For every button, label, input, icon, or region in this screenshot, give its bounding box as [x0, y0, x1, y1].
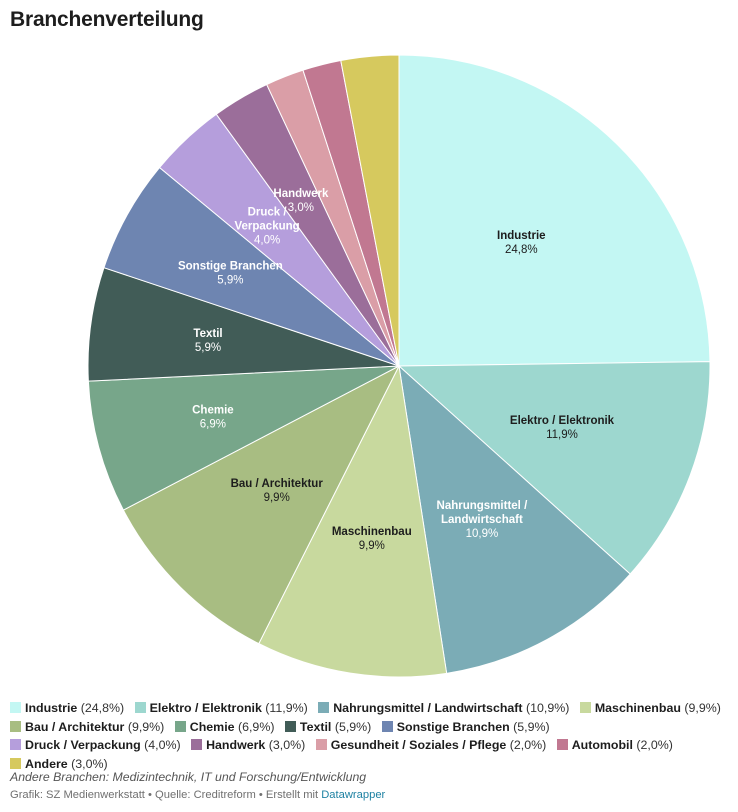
- legend-label: Andere: [25, 756, 68, 771]
- legend-item-gesundheit-soziales-pflege: Gesundheit / Soziales / Pflege (2,0%): [315, 738, 547, 752]
- legend-value: (10,9%): [522, 701, 570, 715]
- pie-slice-industrie[interactable]: [398, 54, 711, 367]
- pie-slice-bau-architektur[interactable]: [122, 364, 401, 645]
- pie-label-nahrungsmittel-landwirtschaft: Nahrungsmittel / Landwirtschaft 10,9%: [437, 500, 529, 540]
- legend-label: Druck / Verpackung: [25, 738, 141, 752]
- legend-item-bau-architektur: Bau / Architektur (9,9%): [10, 720, 164, 734]
- legend-item-handwerk: Handwerk (3,0%): [191, 738, 305, 752]
- legend-value: (9,9%): [124, 719, 165, 734]
- legend-swatch: [381, 720, 393, 732]
- legend-value: (2,0%): [506, 738, 547, 752]
- legend: Industrie (24,8%) Elektro / Elektronik (…: [10, 699, 732, 773]
- legend-swatch: [315, 739, 327, 750]
- datawrapper-link[interactable]: Datawrapper: [321, 789, 386, 801]
- legend-value: (5,9%): [331, 719, 372, 734]
- legend-swatch: [10, 720, 21, 732]
- legend-label: Sonstige Branchen: [396, 719, 510, 734]
- legend-label: Maschinenbau: [594, 701, 681, 715]
- legend-value: (6,9%): [234, 719, 275, 734]
- legend-item-industrie: Industrie (24,8%): [10, 701, 124, 715]
- legend-swatch: [318, 702, 330, 713]
- pie-label-handwerk: Handwerk 3,0%: [273, 188, 329, 214]
- legend-value: (3,0%): [67, 756, 108, 771]
- legend-value: (5,9%): [509, 719, 550, 734]
- pie-labels: Industrie 24,8% Elektro / Elektronik 11,9% N…: [178, 188, 615, 552]
- legend-label: Handwerk: [206, 738, 266, 752]
- pie-label-druck-verpackung: Druck / Verpackung 4,0%: [234, 206, 299, 246]
- legend-value: (24,8%): [77, 701, 125, 715]
- legend-label: Elektro / Elektronik: [149, 701, 262, 715]
- pie-label-textil: Textil 5,9%: [193, 328, 222, 354]
- legend-value: (4,0%): [140, 738, 181, 752]
- pie-slice-chemie[interactable]: [87, 365, 400, 511]
- legend-item-druck-verpackung: Druck / Verpackung (4,0%): [10, 738, 181, 752]
- legend-item-andere: Andere (3,0%): [10, 757, 108, 771]
- legend-value: (2,0%): [632, 738, 673, 752]
- pie-slice-maschinenbau[interactable]: [258, 364, 448, 678]
- legend-item-nahrungsmittel-landwirtschaft: Nahrungsmittel / Landwirtschaft (10,9%): [318, 701, 569, 715]
- footnote: Andere Branchen: Medizintechnik, IT und …: [10, 770, 367, 784]
- chart-title: Branchenverteilung: [10, 8, 204, 31]
- pie-chart: Industrie 24,8% Elektro / Elektronik 11,9% N…: [87, 54, 711, 678]
- legend-item-elektro-elektronik: Elektro / Elektronik (11,9%): [134, 701, 308, 715]
- legend-label: Bau / Architektur: [25, 719, 125, 734]
- legend-item-maschinenbau: Maschinenbau (9,9%): [579, 701, 721, 715]
- legend-swatch: [10, 757, 21, 769]
- legend-swatch: [284, 720, 296, 732]
- legend-swatch: [556, 739, 568, 750]
- legend-value: (3,0%): [265, 738, 306, 752]
- legend-item-textil: Textil (5,9%): [284, 719, 372, 734]
- legend-value: (11,9%): [261, 701, 308, 715]
- legend-label: Gesundheit / Soziales / Pflege: [330, 738, 507, 752]
- legend-item-chemie: Chemie (6,9%): [174, 719, 275, 734]
- credits-text: Grafik: SZ Medienwerkstatt • Quelle: Cre…: [10, 789, 322, 801]
- pie-label-maschinenbau: Maschinenbau 9,9%: [332, 526, 412, 552]
- pie-label-bau-architektur: Bau / Architektur 9,9%: [231, 478, 324, 504]
- credits: Grafik: SZ Medienwerkstatt • Quelle: Cre…: [10, 789, 385, 801]
- pie-slices: [87, 54, 711, 678]
- legend-label: Automobil: [571, 738, 633, 752]
- legend-swatch: [191, 739, 203, 750]
- pie-label-sonstige-branchen: Sonstige Branchen 5,9%: [178, 260, 283, 286]
- legend-swatch: [10, 739, 21, 750]
- legend-swatch: [174, 720, 186, 732]
- legend-item-automobil: Automobil (2,0%): [556, 738, 673, 752]
- legend-label: Textil: [299, 719, 332, 734]
- legend-item-sonstige-branchen: Sonstige Branchen (5,9%): [381, 719, 550, 734]
- legend-swatch: [579, 702, 591, 713]
- pie-slice-andere[interactable]: [340, 54, 400, 367]
- legend-swatch: [134, 702, 146, 713]
- pie-slice-elektro-elektronik[interactable]: [397, 361, 711, 575]
- legend-label: Industrie: [25, 701, 78, 715]
- pie-label-elektro-elektronik: Elektro / Elektronik 11,9%: [510, 415, 615, 441]
- legend-label: Nahrungsmittel / Landwirtschaft: [333, 701, 523, 715]
- legend-label: Chemie: [189, 719, 235, 734]
- legend-value: (9,9%): [680, 701, 721, 715]
- pie-label-chemie: Chemie 6,9%: [192, 405, 234, 431]
- legend-swatch: [10, 702, 21, 713]
- pie-slice-nahrungsmittel-landwirtschaft[interactable]: [398, 364, 631, 674]
- pie-label-industrie: Industrie 24,8%: [497, 230, 546, 256]
